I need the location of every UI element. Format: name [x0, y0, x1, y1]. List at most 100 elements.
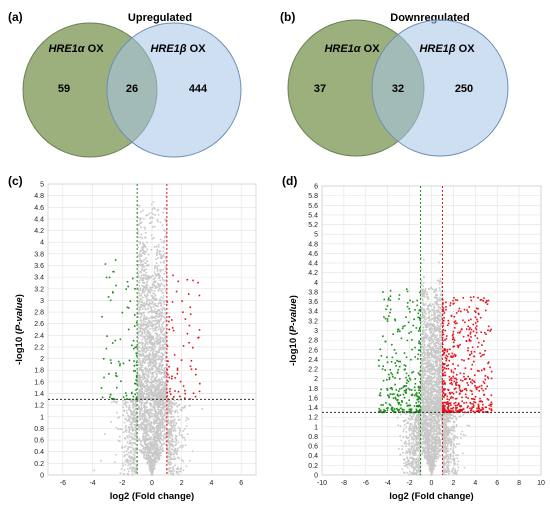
point-not-significant	[134, 447, 137, 450]
point-not-significant	[166, 422, 168, 425]
point-not-significant	[148, 389, 150, 391]
point-not-significant	[143, 315, 146, 318]
point-not-significant	[429, 451, 431, 454]
point-not-significant	[143, 332, 146, 334]
point-not-significant	[152, 354, 155, 357]
point-not-significant	[131, 444, 134, 447]
point-not-significant	[144, 425, 147, 428]
point-not-significant	[140, 260, 143, 263]
point-not-significant	[146, 341, 149, 344]
point-not-significant	[170, 428, 173, 431]
point-not-significant	[130, 432, 132, 435]
point-not-significant	[154, 420, 157, 423]
point-not-significant	[127, 451, 130, 454]
point-not-significant	[144, 417, 146, 420]
venn-b-right-circle	[371, 19, 509, 157]
point-not-significant	[425, 333, 427, 336]
point-not-significant	[429, 464, 432, 467]
point-not-significant	[189, 404, 191, 407]
point-not-significant	[145, 458, 147, 460]
point-not-significant	[149, 443, 152, 446]
point-not-significant	[173, 470, 176, 472]
point-upregulated	[189, 313, 192, 315]
point-not-significant	[169, 455, 172, 457]
point-not-significant	[160, 346, 163, 349]
point-not-significant	[433, 305, 436, 308]
point-not-significant	[151, 465, 154, 467]
point-not-significant	[153, 451, 156, 454]
point-not-significant	[162, 329, 164, 332]
point-not-significant	[176, 448, 179, 450]
point-not-significant	[161, 387, 164, 389]
point-not-significant	[145, 421, 148, 424]
point-not-significant	[438, 287, 441, 289]
point-not-significant	[164, 266, 167, 269]
point-not-significant	[155, 436, 158, 439]
point-not-significant	[140, 364, 142, 367]
point-not-significant	[157, 417, 160, 419]
point-not-significant	[168, 455, 171, 458]
point-not-significant	[152, 342, 154, 345]
point-not-significant	[163, 385, 165, 388]
y-tick-label: 3.2	[34, 286, 44, 293]
point-not-significant	[153, 384, 155, 387]
point-not-significant	[159, 221, 162, 224]
point-not-significant	[436, 376, 438, 379]
point-not-significant	[150, 383, 153, 385]
point-not-significant	[444, 463, 446, 465]
point-not-significant	[142, 437, 144, 439]
point-not-significant	[141, 237, 144, 240]
point-not-significant	[161, 395, 164, 398]
point-not-significant	[428, 438, 431, 440]
point-not-significant	[414, 459, 416, 461]
x-tick-label: 0	[150, 480, 154, 487]
point-not-significant	[413, 469, 415, 472]
point-not-significant	[153, 418, 155, 421]
point-not-significant	[153, 290, 156, 292]
point-not-significant	[411, 451, 414, 454]
point-not-significant	[168, 446, 171, 449]
point-not-significant	[423, 452, 426, 455]
point-not-significant	[158, 418, 161, 421]
point-not-significant	[445, 436, 448, 438]
x-tick-label: 4	[209, 480, 213, 487]
point-downregulated	[132, 347, 135, 350]
point-not-significant	[157, 328, 160, 331]
point-not-significant	[174, 449, 177, 451]
point-not-significant	[178, 446, 181, 449]
point-not-significant	[149, 422, 152, 424]
point-not-significant	[137, 374, 139, 376]
point-not-significant	[153, 303, 155, 306]
point-not-significant	[156, 350, 158, 353]
point-not-significant	[147, 357, 150, 360]
point-not-significant	[121, 428, 123, 431]
point-not-significant	[420, 434, 423, 436]
point-not-significant	[185, 465, 188, 468]
point-not-significant	[130, 400, 132, 403]
point-not-significant	[160, 314, 162, 317]
point-not-significant	[159, 410, 162, 413]
point-not-significant	[158, 275, 161, 277]
point-not-significant	[141, 401, 144, 404]
point-not-significant	[431, 430, 433, 433]
point-not-significant	[160, 423, 163, 425]
point-not-significant	[148, 322, 151, 324]
point-not-significant	[164, 420, 167, 423]
point-not-significant	[433, 413, 436, 416]
point-not-significant	[434, 296, 437, 299]
point-not-significant	[144, 274, 147, 276]
point-not-significant	[129, 467, 131, 469]
point-not-significant	[148, 422, 150, 424]
point-not-significant	[430, 440, 433, 442]
point-not-significant	[171, 453, 174, 456]
point-not-significant	[174, 444, 177, 447]
point-not-significant	[163, 316, 166, 319]
point-downregulated	[104, 263, 107, 265]
point-not-significant	[410, 473, 413, 476]
point-upregulated	[190, 368, 193, 371]
point-not-significant	[422, 331, 424, 333]
point-not-significant	[154, 414, 157, 416]
point-not-significant	[170, 456, 172, 459]
point-not-significant	[433, 328, 436, 331]
point-not-significant	[422, 333, 425, 336]
